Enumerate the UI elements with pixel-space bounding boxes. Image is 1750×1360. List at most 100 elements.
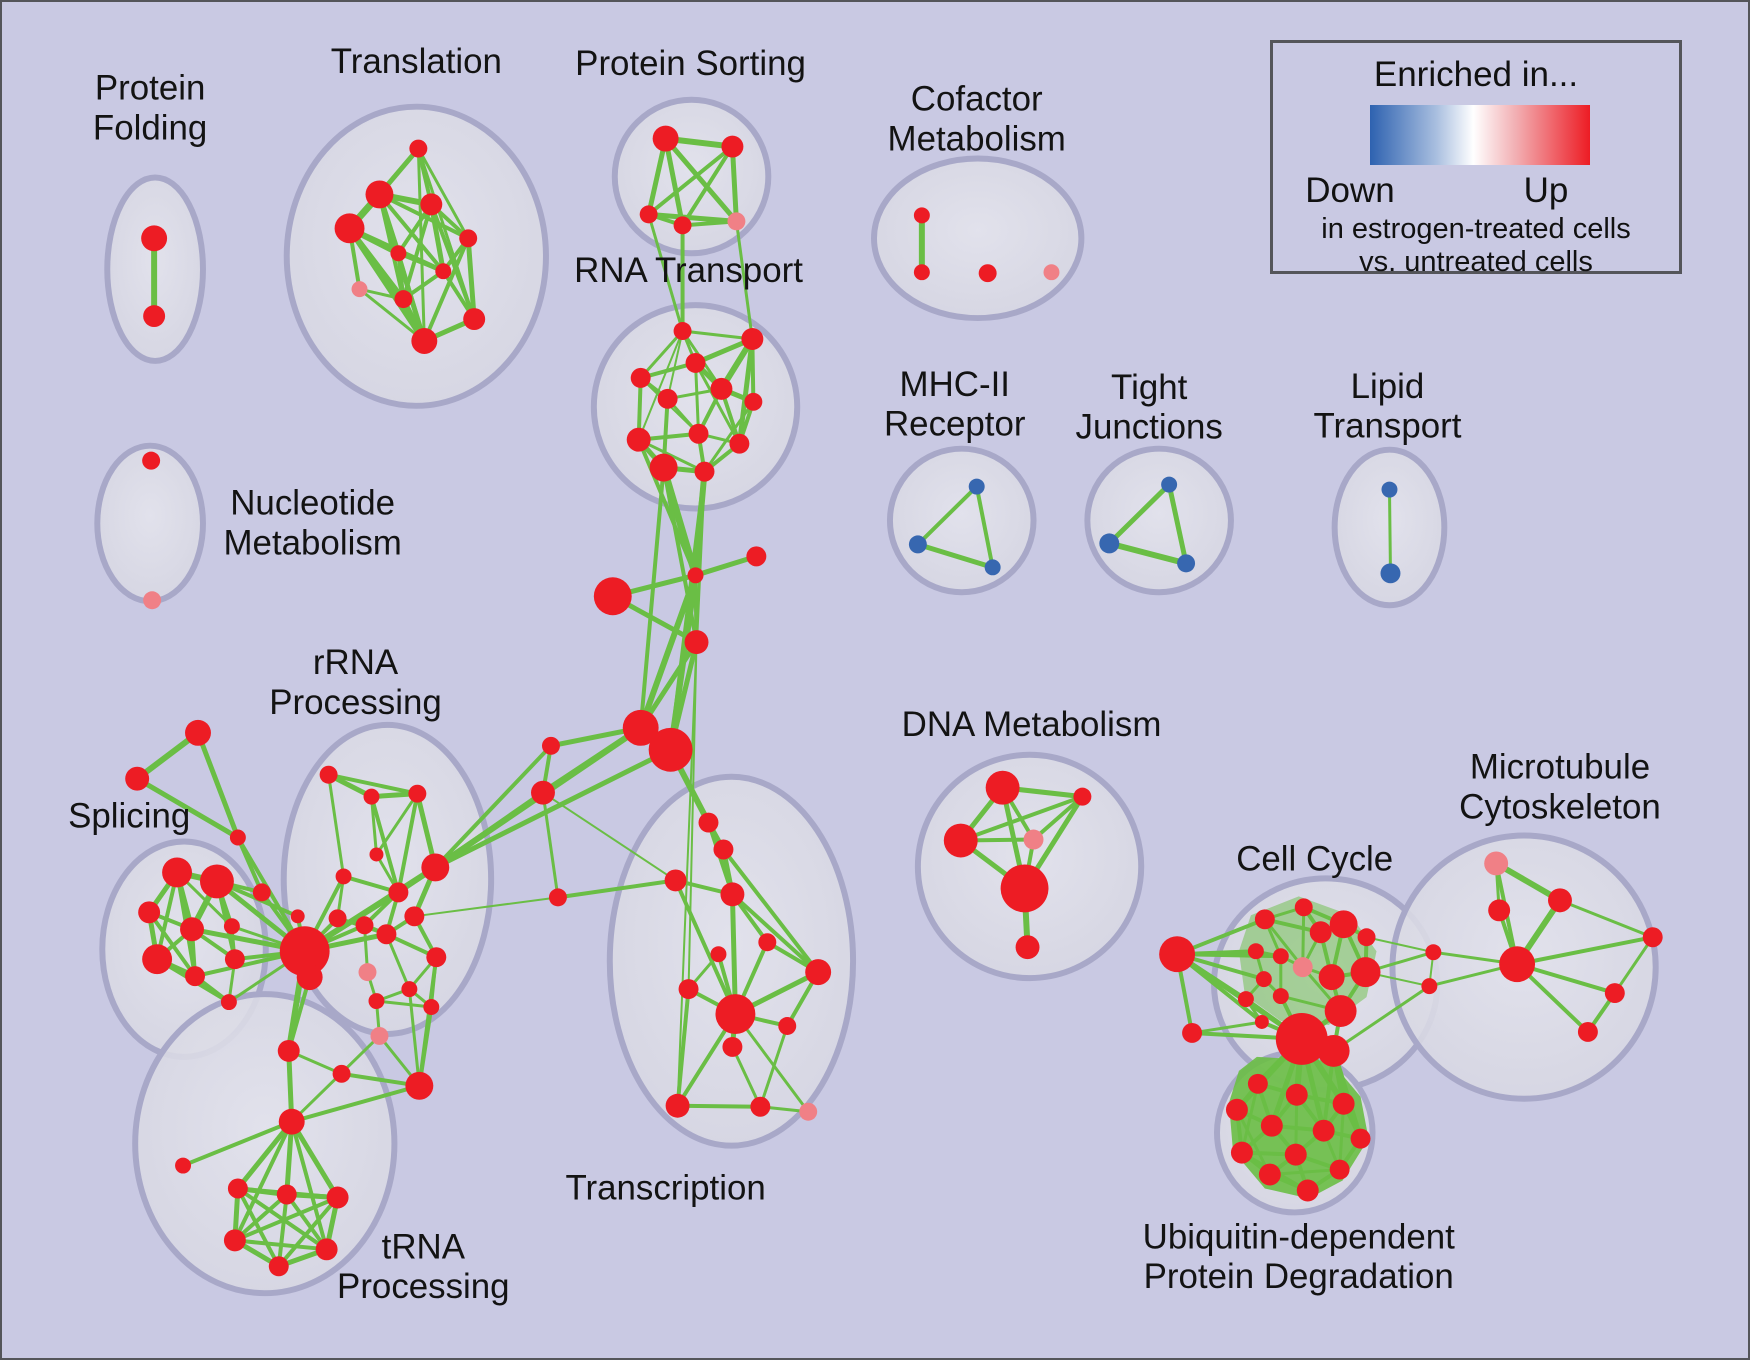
cluster-ellipse-trna-processing bbox=[132, 991, 398, 1297]
edge bbox=[232, 1195, 340, 1243]
gene-set-node bbox=[1317, 1034, 1350, 1067]
gene-set-node bbox=[175, 1157, 192, 1174]
gene-set-node bbox=[593, 577, 632, 616]
gene-set-node bbox=[319, 765, 338, 784]
gene-set-node bbox=[185, 719, 211, 746]
gene-set-node bbox=[1577, 1021, 1598, 1042]
gene-set-node bbox=[1099, 533, 1120, 554]
gene-set-node bbox=[138, 901, 161, 924]
gene-set-node bbox=[1254, 909, 1275, 930]
gene-set-node bbox=[1312, 1119, 1335, 1142]
edge bbox=[235, 1186, 281, 1269]
gene-set-node bbox=[1159, 936, 1196, 973]
edge bbox=[428, 201, 446, 274]
gene-set-node bbox=[694, 461, 715, 482]
gene-set-node bbox=[1254, 1015, 1269, 1029]
gene-set-node bbox=[227, 1178, 248, 1199]
gene-set-node bbox=[1230, 1141, 1253, 1164]
edge bbox=[676, 641, 698, 1107]
gene-set-node bbox=[1484, 851, 1509, 876]
edge bbox=[134, 776, 241, 841]
gene-set-node bbox=[685, 352, 706, 373]
gene-set-node bbox=[459, 229, 478, 248]
gene-set-node bbox=[710, 946, 727, 963]
gene-set-node bbox=[913, 264, 930, 281]
edge bbox=[637, 572, 699, 731]
gene-set-node bbox=[1380, 563, 1401, 584]
gene-set-node bbox=[199, 864, 234, 899]
edge bbox=[1240, 1082, 1260, 1155]
gene-set-node bbox=[1275, 1013, 1328, 1065]
edge bbox=[730, 1045, 762, 1109]
gene-set-node bbox=[279, 926, 330, 977]
gene-set-node bbox=[750, 1096, 771, 1117]
gene-set-node bbox=[652, 125, 679, 152]
edge bbox=[1558, 898, 1655, 939]
gene-set-node bbox=[1177, 554, 1196, 573]
gene-set-node bbox=[405, 1071, 434, 1100]
edge bbox=[289, 1119, 341, 1200]
gene-set-node bbox=[984, 559, 1001, 576]
gene-set-node bbox=[531, 780, 555, 805]
edge bbox=[673, 878, 738, 1017]
legend-color-gradient-bar bbox=[1370, 105, 1590, 165]
gene-set-node bbox=[1182, 1022, 1203, 1043]
gene-set-node bbox=[985, 770, 1020, 805]
nodes-layer bbox=[125, 125, 1663, 1277]
gene-set-node bbox=[649, 453, 678, 482]
gene-set-node bbox=[1357, 928, 1376, 947]
gene-set-node bbox=[368, 993, 385, 1010]
gene-set-node bbox=[334, 213, 365, 244]
gene-set-node bbox=[125, 766, 150, 791]
edge bbox=[693, 553, 759, 578]
edge bbox=[1613, 935, 1655, 995]
edge bbox=[1031, 794, 1085, 842]
edge bbox=[374, 999, 433, 1009]
gene-set-node bbox=[388, 882, 409, 903]
gene-set-node bbox=[1260, 1114, 1283, 1137]
gene-set-node bbox=[1642, 927, 1663, 948]
gene-set-node bbox=[1309, 921, 1332, 944]
edge bbox=[346, 225, 428, 344]
gene-set-node bbox=[351, 281, 368, 298]
gene-set-node bbox=[943, 823, 978, 858]
gene-set-node bbox=[1350, 1128, 1371, 1149]
edge bbox=[276, 1192, 289, 1269]
edge bbox=[663, 136, 686, 228]
edge bbox=[432, 790, 546, 870]
edge bbox=[539, 724, 644, 796]
gene-set-node bbox=[720, 882, 745, 907]
gene-set-node bbox=[426, 947, 447, 968]
gene-set-node bbox=[664, 869, 687, 892]
gene-set-node bbox=[622, 709, 659, 746]
gene-set-node bbox=[335, 868, 352, 885]
edge bbox=[289, 1083, 422, 1124]
gene-set-node bbox=[376, 924, 397, 945]
gene-set-node bbox=[369, 847, 384, 862]
gene-set-node bbox=[805, 959, 832, 986]
cluster-label-nucleotide-metabolism: Nucleotide Metabolism bbox=[224, 484, 402, 563]
cluster-label-ubiquitin-degradation: Ubiquitin-dependent Protein Degradation bbox=[1143, 1218, 1455, 1297]
gene-set-node bbox=[404, 906, 425, 927]
edge bbox=[734, 219, 754, 341]
gene-set-node bbox=[290, 909, 305, 924]
edge bbox=[1106, 482, 1172, 546]
gene-set-node bbox=[328, 909, 347, 928]
gene-set-node bbox=[678, 979, 699, 1000]
gene-set-node bbox=[1421, 978, 1438, 995]
gene-set-node bbox=[744, 392, 763, 411]
gene-set-node bbox=[673, 322, 692, 341]
gene-set-node bbox=[370, 1026, 389, 1045]
edge bbox=[1493, 860, 1563, 904]
edge bbox=[687, 641, 698, 991]
cluster-label-lipid-transport: Lipid Transport bbox=[1314, 367, 1462, 446]
gene-set-node bbox=[913, 207, 930, 224]
edge bbox=[1301, 905, 1306, 969]
edge bbox=[694, 361, 701, 436]
gene-set-node bbox=[1272, 948, 1289, 965]
gene-set-node bbox=[746, 546, 767, 567]
gene-set-node bbox=[223, 1229, 246, 1252]
edge bbox=[703, 400, 755, 474]
legend-up-label: Up bbox=[1523, 171, 1569, 210]
